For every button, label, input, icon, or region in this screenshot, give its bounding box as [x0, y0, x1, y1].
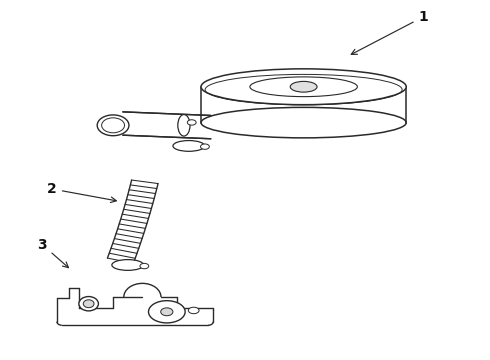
Polygon shape: [107, 180, 158, 263]
Ellipse shape: [178, 114, 190, 136]
Ellipse shape: [148, 301, 185, 323]
Ellipse shape: [112, 260, 144, 270]
Polygon shape: [123, 112, 211, 139]
Ellipse shape: [290, 81, 317, 92]
Ellipse shape: [200, 144, 209, 149]
FancyBboxPatch shape: [57, 298, 213, 325]
Ellipse shape: [201, 107, 406, 138]
Ellipse shape: [187, 120, 196, 125]
Ellipse shape: [173, 140, 205, 151]
Ellipse shape: [97, 115, 129, 136]
Text: 2: 2: [47, 182, 117, 203]
Text: 1: 1: [351, 10, 428, 54]
Ellipse shape: [79, 297, 98, 311]
Ellipse shape: [188, 307, 199, 314]
Text: 3: 3: [37, 238, 69, 268]
Ellipse shape: [83, 300, 94, 308]
Ellipse shape: [140, 264, 149, 269]
FancyBboxPatch shape: [201, 87, 406, 123]
Ellipse shape: [161, 308, 173, 316]
Ellipse shape: [201, 69, 406, 105]
Ellipse shape: [250, 77, 357, 96]
